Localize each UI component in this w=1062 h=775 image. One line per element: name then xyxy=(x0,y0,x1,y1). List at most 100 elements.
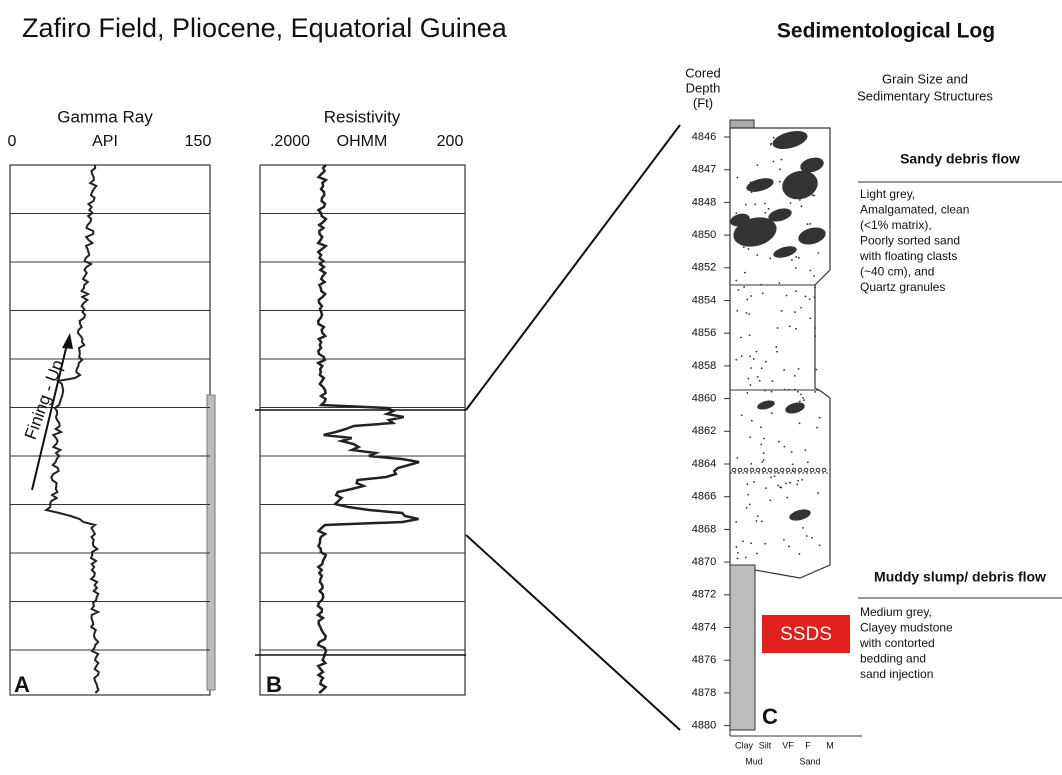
sand-grain xyxy=(806,535,808,537)
sand-grain xyxy=(794,375,796,377)
sand-grain xyxy=(750,384,752,386)
sand-grain xyxy=(736,546,738,548)
facies-description: sand injection xyxy=(860,667,933,681)
axis-min: .2000 xyxy=(270,133,310,150)
grain-header: Grain Size and xyxy=(882,71,968,86)
sand-grain xyxy=(814,286,816,288)
sand-grain xyxy=(795,290,797,292)
sand-grain xyxy=(737,177,739,179)
sand-grain xyxy=(807,461,809,463)
depth-header: (Ft) xyxy=(693,95,713,110)
sand-grain xyxy=(756,164,758,166)
sand-grain xyxy=(781,310,783,312)
sand-grain xyxy=(815,369,817,371)
sand-grain xyxy=(746,312,748,314)
sand-grain xyxy=(809,317,811,319)
depth-header: Cored xyxy=(685,65,720,80)
sand-grain xyxy=(765,487,767,489)
sand-grain xyxy=(800,307,802,309)
sand-grain xyxy=(771,412,773,414)
sand-grain xyxy=(809,168,811,170)
sand-grain xyxy=(736,457,738,459)
log-cap xyxy=(730,120,754,128)
sand-grain xyxy=(747,494,749,496)
sand-grain xyxy=(784,389,786,391)
sand-grain xyxy=(774,475,776,477)
sand-grain xyxy=(811,537,813,539)
sand-grain xyxy=(761,520,763,522)
sand-grain xyxy=(776,351,778,353)
sand-grain xyxy=(743,286,745,288)
sand-grain xyxy=(815,160,817,162)
sand-grain xyxy=(753,481,755,483)
facies-name: Muddy slump/ debris flow xyxy=(874,569,1046,585)
sand-grain xyxy=(762,461,764,463)
facies-description: with contorted xyxy=(859,636,935,650)
sand-grain xyxy=(763,452,765,454)
sand-grain xyxy=(778,282,780,284)
figure-title: Zafiro Field, Pliocene, Equatorial Guine… xyxy=(22,13,508,43)
sand-grain xyxy=(814,296,816,298)
axis-min: 0 xyxy=(8,133,17,150)
sand-grain xyxy=(756,553,758,555)
panel-label: B xyxy=(266,672,282,697)
grain-header: Sedimentary Structures xyxy=(857,88,993,103)
facies-description: Medium grey, xyxy=(860,605,932,619)
depth-label: 4862 xyxy=(692,425,716,437)
facies-name: Sandy debris flow xyxy=(900,151,1020,167)
grain-scale-label: VF xyxy=(782,740,794,750)
axis-max: 150 xyxy=(185,133,212,150)
sand-grain xyxy=(749,503,751,505)
sand-grain xyxy=(760,284,762,286)
log-title: Sedimentological Log xyxy=(777,20,995,43)
sand-grain xyxy=(795,256,797,258)
sand-grain xyxy=(809,270,811,272)
sand-grain xyxy=(802,397,804,399)
facies-description: (~40 cm), and xyxy=(860,265,934,279)
sand-grain xyxy=(777,484,779,486)
sand-grain xyxy=(788,389,790,391)
sand-grain xyxy=(760,407,762,409)
sand-grain xyxy=(799,553,801,555)
sand-grain xyxy=(748,313,750,315)
sand-grain xyxy=(801,205,803,207)
sand-grain xyxy=(760,426,762,428)
sand-grain xyxy=(775,346,777,348)
sand-grain xyxy=(745,204,747,206)
grain-group-label: Sand xyxy=(799,756,820,766)
panel-title: Resistivity xyxy=(324,107,401,126)
sand-grain xyxy=(814,391,816,393)
sand-grain xyxy=(751,191,753,193)
grain-scale-label: F xyxy=(805,740,811,750)
panel-label: C xyxy=(762,704,778,729)
sand-grain xyxy=(778,217,780,219)
sand-grain xyxy=(784,446,786,448)
sand-grain xyxy=(769,499,771,501)
axis-unit: API xyxy=(92,133,118,150)
facies-description: Light grey, xyxy=(860,187,915,201)
sand-grain xyxy=(813,275,815,277)
sand-grain xyxy=(795,328,797,330)
sand-grain xyxy=(803,399,805,401)
sand-grain xyxy=(799,401,801,403)
sand-grain xyxy=(809,298,811,300)
sand-grain xyxy=(750,181,752,183)
facies-description: with floating clasts xyxy=(859,249,957,263)
sand-grain xyxy=(735,359,737,361)
grain-scale-label: Clay xyxy=(735,740,754,750)
grain-scale-label: Silt xyxy=(759,740,772,750)
sand-grain xyxy=(814,327,816,329)
sand-grain xyxy=(742,540,744,542)
sand-grain xyxy=(773,161,775,163)
sand-grain xyxy=(777,327,779,329)
sand-grain xyxy=(741,414,743,416)
sand-grain xyxy=(756,351,758,353)
sand-grain xyxy=(756,230,758,232)
sand-grain xyxy=(754,203,756,205)
sand-grain xyxy=(781,159,783,161)
sand-grain xyxy=(786,497,788,499)
sand-grain xyxy=(819,417,821,419)
sand-grain xyxy=(779,168,781,170)
sand-grain xyxy=(799,405,801,407)
sand-grain xyxy=(791,252,793,254)
